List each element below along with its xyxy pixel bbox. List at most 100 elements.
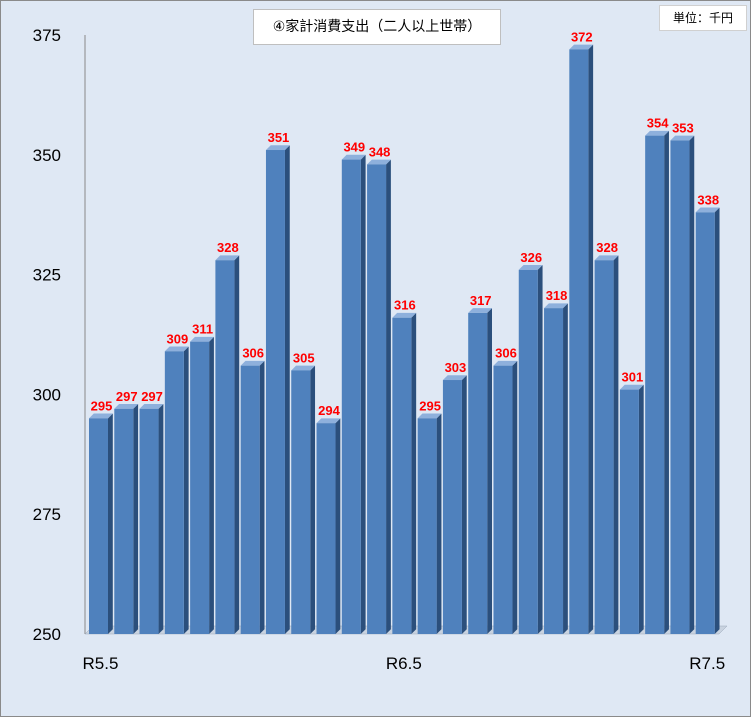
bar-front [164, 351, 184, 634]
bar-top [670, 135, 695, 141]
bar [89, 413, 113, 634]
bar-side [209, 336, 214, 634]
bar-side [259, 360, 265, 634]
bar-top [695, 207, 720, 213]
bar [316, 418, 341, 634]
bar-top [114, 403, 139, 409]
bar-top [316, 418, 341, 424]
bar-top [417, 413, 442, 419]
bar-side [310, 365, 316, 634]
bar-top [594, 255, 619, 261]
bar-front [594, 260, 614, 634]
bar-front [190, 341, 210, 634]
bar-side [689, 135, 695, 634]
bar [291, 365, 316, 634]
bar-side [664, 130, 669, 634]
data-label: 348 [369, 144, 391, 159]
bar-side [714, 207, 720, 634]
data-label: 328 [596, 240, 618, 255]
bar [367, 159, 391, 635]
bar-top [291, 365, 316, 371]
data-label: 294 [318, 403, 340, 418]
bar-side [537, 265, 543, 634]
bar-top [442, 375, 467, 381]
bar-side [638, 384, 644, 634]
bar [619, 384, 644, 634]
data-label: 349 [343, 140, 365, 155]
bar [240, 360, 265, 634]
data-label: 297 [116, 389, 138, 404]
bar-top [468, 308, 492, 313]
bar [569, 44, 594, 635]
bar-side [183, 346, 189, 634]
data-label: 306 [242, 346, 264, 361]
data-label: 372 [571, 29, 593, 44]
bar-top [240, 360, 265, 366]
bar [493, 360, 518, 634]
bar-front [468, 312, 488, 634]
bar-top [139, 403, 164, 409]
bar-top [392, 312, 417, 318]
bar [518, 265, 543, 634]
bar-top [265, 145, 290, 151]
bar-front [291, 370, 311, 634]
y-tick-label: 350 [33, 146, 61, 165]
bar [670, 135, 695, 634]
x-tick-label: R7.5 [689, 654, 725, 673]
bar-front [316, 423, 336, 634]
data-label: 306 [495, 346, 517, 361]
bar-front [417, 418, 437, 634]
bar-front [367, 164, 387, 634]
bar-front [695, 212, 715, 634]
bar [341, 154, 366, 635]
bar [468, 308, 492, 634]
bar [442, 375, 467, 634]
bar-top [341, 154, 366, 160]
bar-side [234, 255, 240, 634]
bar-front [619, 389, 639, 634]
bar-front [341, 159, 361, 635]
bar-top [619, 384, 644, 390]
bar-side [133, 403, 139, 634]
bar-front [139, 408, 159, 634]
bar-side [563, 303, 568, 634]
bar-side [284, 145, 290, 634]
bar-top [190, 336, 214, 342]
bar-front [518, 269, 538, 634]
bar-front [114, 408, 134, 634]
bar-side [360, 154, 366, 635]
y-tick-label: 250 [33, 625, 61, 644]
bar-side [436, 413, 442, 634]
bar-front [493, 365, 513, 634]
data-label: 354 [647, 116, 669, 131]
bar-side [108, 413, 113, 634]
bar-front [215, 260, 235, 634]
data-label: 338 [697, 192, 719, 207]
bar-top [493, 360, 518, 366]
y-tick-label: 300 [33, 385, 61, 404]
data-label: 311 [192, 322, 213, 337]
data-label: 326 [520, 250, 542, 265]
bar-front [544, 308, 564, 634]
data-label: 301 [622, 370, 644, 385]
bar [645, 130, 669, 634]
bar [695, 207, 720, 634]
bar [594, 255, 619, 634]
data-label: 305 [293, 350, 315, 365]
bar-front [645, 135, 665, 634]
bar-front [392, 317, 412, 634]
data-label: 351 [268, 130, 290, 145]
bar-top [215, 255, 240, 261]
bar-side [158, 403, 164, 634]
x-tick-label: R5.5 [83, 654, 119, 673]
data-label: 317 [470, 293, 492, 308]
y-tick-label: 325 [33, 266, 61, 285]
data-label: 295 [91, 398, 113, 413]
bar [544, 303, 568, 634]
bar-front [569, 49, 589, 635]
data-label: 353 [672, 120, 694, 135]
bar [417, 413, 442, 634]
data-label: 318 [546, 288, 568, 303]
bar [190, 336, 214, 634]
